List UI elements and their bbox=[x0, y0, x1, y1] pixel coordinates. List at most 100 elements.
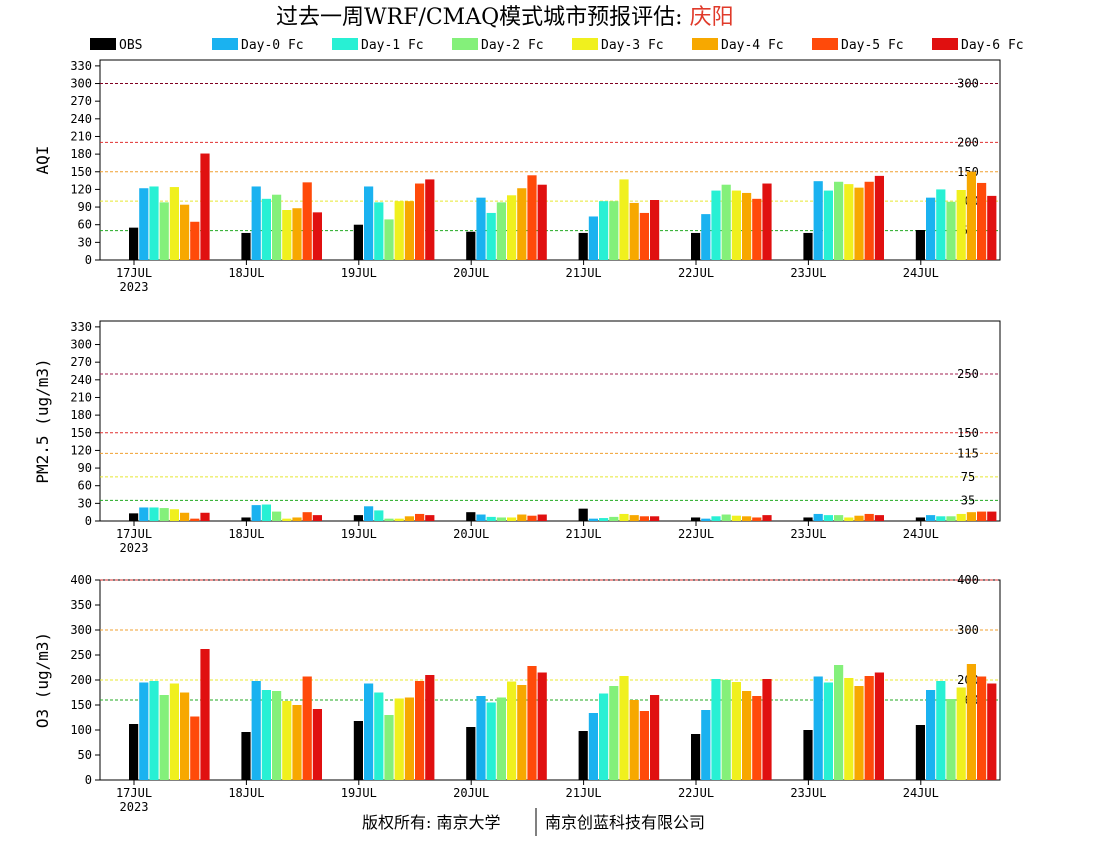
bar bbox=[272, 691, 282, 780]
bar bbox=[282, 701, 292, 780]
y-tick-label: 120 bbox=[70, 443, 92, 457]
bar bbox=[169, 683, 179, 780]
x-tick-label: 17JUL bbox=[116, 527, 152, 541]
bar bbox=[619, 513, 629, 521]
legend-label: Day-5 Fc bbox=[841, 38, 904, 53]
y-tick-label: 30 bbox=[78, 496, 92, 510]
bar bbox=[731, 515, 741, 521]
y-tick-label: 400 bbox=[70, 573, 92, 587]
bar bbox=[874, 515, 884, 521]
bar bbox=[803, 232, 813, 260]
y-tick-label: 180 bbox=[70, 408, 92, 422]
bar bbox=[374, 692, 384, 780]
bar bbox=[915, 725, 925, 780]
x-tick-label: 21JUL bbox=[566, 266, 602, 280]
bar bbox=[813, 513, 823, 521]
bar bbox=[200, 153, 210, 260]
y-tick-label: 250 bbox=[70, 648, 92, 662]
x-tick-label: 21JUL bbox=[566, 527, 602, 541]
bar bbox=[415, 513, 425, 521]
bar bbox=[946, 516, 956, 521]
y-tick-label: 330 bbox=[70, 59, 92, 73]
bar bbox=[987, 195, 997, 260]
bar bbox=[241, 732, 251, 780]
legend-label: Day-4 Fc bbox=[721, 38, 784, 53]
bar bbox=[251, 186, 261, 260]
bar bbox=[650, 200, 660, 260]
threshold-label: 250 bbox=[957, 367, 979, 381]
plot-frame bbox=[99, 59, 1001, 261]
bar bbox=[844, 184, 854, 260]
bar bbox=[251, 505, 261, 521]
bar bbox=[721, 514, 731, 521]
bar bbox=[486, 516, 496, 521]
bar bbox=[987, 683, 997, 780]
bar bbox=[364, 186, 374, 260]
bar bbox=[915, 230, 925, 260]
bar bbox=[190, 716, 200, 780]
bar bbox=[507, 195, 517, 260]
bar bbox=[752, 696, 762, 780]
x-tick-label: 23JUL bbox=[790, 266, 826, 280]
bar bbox=[966, 171, 976, 260]
bar bbox=[292, 705, 302, 780]
bar bbox=[762, 515, 772, 521]
bar bbox=[272, 194, 282, 260]
x-tick-label: 19JUL bbox=[341, 266, 377, 280]
x-tick-label: 22JUL bbox=[678, 786, 714, 800]
y-tick-label: 0 bbox=[85, 514, 92, 528]
legend-swatch bbox=[332, 38, 358, 50]
bar bbox=[854, 187, 864, 260]
x-tick-label: 19JUL bbox=[341, 527, 377, 541]
bar bbox=[251, 681, 261, 780]
y-tick-label: 270 bbox=[70, 355, 92, 369]
bar bbox=[180, 692, 190, 780]
bar bbox=[609, 201, 619, 260]
bar bbox=[312, 515, 322, 521]
bar bbox=[864, 181, 874, 260]
bar bbox=[639, 516, 649, 521]
bar bbox=[476, 696, 486, 780]
bar bbox=[864, 676, 874, 780]
y-tick-label: 30 bbox=[78, 235, 92, 249]
bar bbox=[639, 711, 649, 780]
bar bbox=[721, 680, 731, 780]
legend-label: Day-2 Fc bbox=[481, 38, 544, 53]
legend-swatch bbox=[90, 38, 116, 50]
plot-frame bbox=[99, 320, 1001, 522]
bar bbox=[701, 214, 711, 260]
y-tick-label: 300 bbox=[70, 623, 92, 637]
bar bbox=[629, 202, 639, 260]
x-tick-label: 22JUL bbox=[678, 266, 714, 280]
bar bbox=[701, 710, 711, 780]
bar bbox=[517, 514, 527, 521]
y-tick-label: 300 bbox=[70, 77, 92, 91]
bar bbox=[956, 513, 966, 521]
bar bbox=[486, 212, 496, 260]
legend-label: Day-0 Fc bbox=[241, 38, 304, 53]
bar bbox=[874, 672, 884, 780]
x-tick-label: 24JUL bbox=[903, 266, 939, 280]
bar bbox=[425, 179, 435, 260]
y-tick-label: 150 bbox=[70, 698, 92, 712]
bar bbox=[374, 510, 384, 521]
y-axis-label: PM2.5 (ug/m3) bbox=[33, 358, 52, 483]
y-tick-label: 270 bbox=[70, 94, 92, 108]
bar bbox=[425, 515, 435, 521]
bar bbox=[629, 515, 639, 521]
bar bbox=[169, 187, 179, 260]
bar bbox=[404, 516, 414, 521]
bar bbox=[609, 686, 619, 780]
bar bbox=[149, 186, 159, 260]
bar bbox=[404, 201, 414, 260]
y-tick-label: 330 bbox=[70, 320, 92, 334]
bar bbox=[312, 709, 322, 780]
bar bbox=[762, 679, 772, 780]
bar bbox=[936, 681, 946, 780]
bar bbox=[384, 715, 394, 780]
bar bbox=[180, 204, 190, 260]
title-city: 庆阳 bbox=[690, 5, 734, 30]
y-tick-label: 0 bbox=[85, 253, 92, 267]
threshold-label: 115 bbox=[957, 446, 979, 460]
